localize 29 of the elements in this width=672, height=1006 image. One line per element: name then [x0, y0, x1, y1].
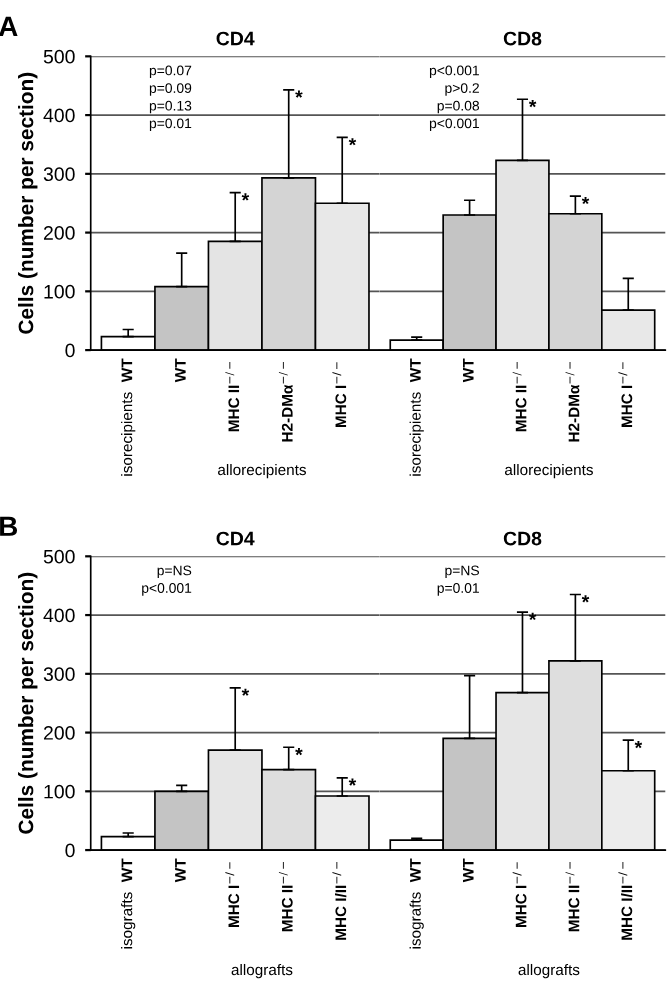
annotation: * — [348, 138, 357, 146]
chart-title: CD8 — [503, 31, 542, 46]
chart-subtitle: B — [0, 516, 18, 536]
y-tick-label: 500 — [43, 49, 75, 64]
chart-title: CD4 — [216, 31, 255, 46]
y-tick-label: 400 — [43, 608, 75, 623]
annotation: * — [295, 90, 303, 98]
annotation: * — [634, 740, 643, 749]
annotation: * — [581, 196, 590, 205]
y-tick-label: 200 — [43, 726, 75, 740]
annotation: * — [581, 595, 590, 603]
y-tick-label: 0 — [65, 843, 75, 858]
y-tick-label: 100 — [44, 784, 75, 799]
annotation: * — [241, 688, 250, 696]
annotation: * — [348, 778, 357, 786]
y-tick-label: 100 — [44, 284, 75, 299]
annotation: * — [241, 193, 250, 201]
chart-title: CD8 — [503, 531, 542, 546]
y-axis-title: Cells (number per section) — [18, 572, 38, 834]
annotation: * — [295, 747, 303, 756]
annotation: * — [528, 99, 537, 108]
y-tick-label: 300 — [43, 167, 75, 182]
y-tick-label: 400 — [43, 108, 75, 123]
y-tick-label: 200 — [43, 226, 75, 240]
y-axis-title: Cells (number per section) — [18, 72, 38, 334]
y-tick-label: 300 — [43, 667, 75, 682]
y-tick-label: 0 — [65, 343, 75, 358]
y-tick-label: 500 — [43, 549, 75, 564]
chart-title: CD4 — [216, 531, 255, 546]
